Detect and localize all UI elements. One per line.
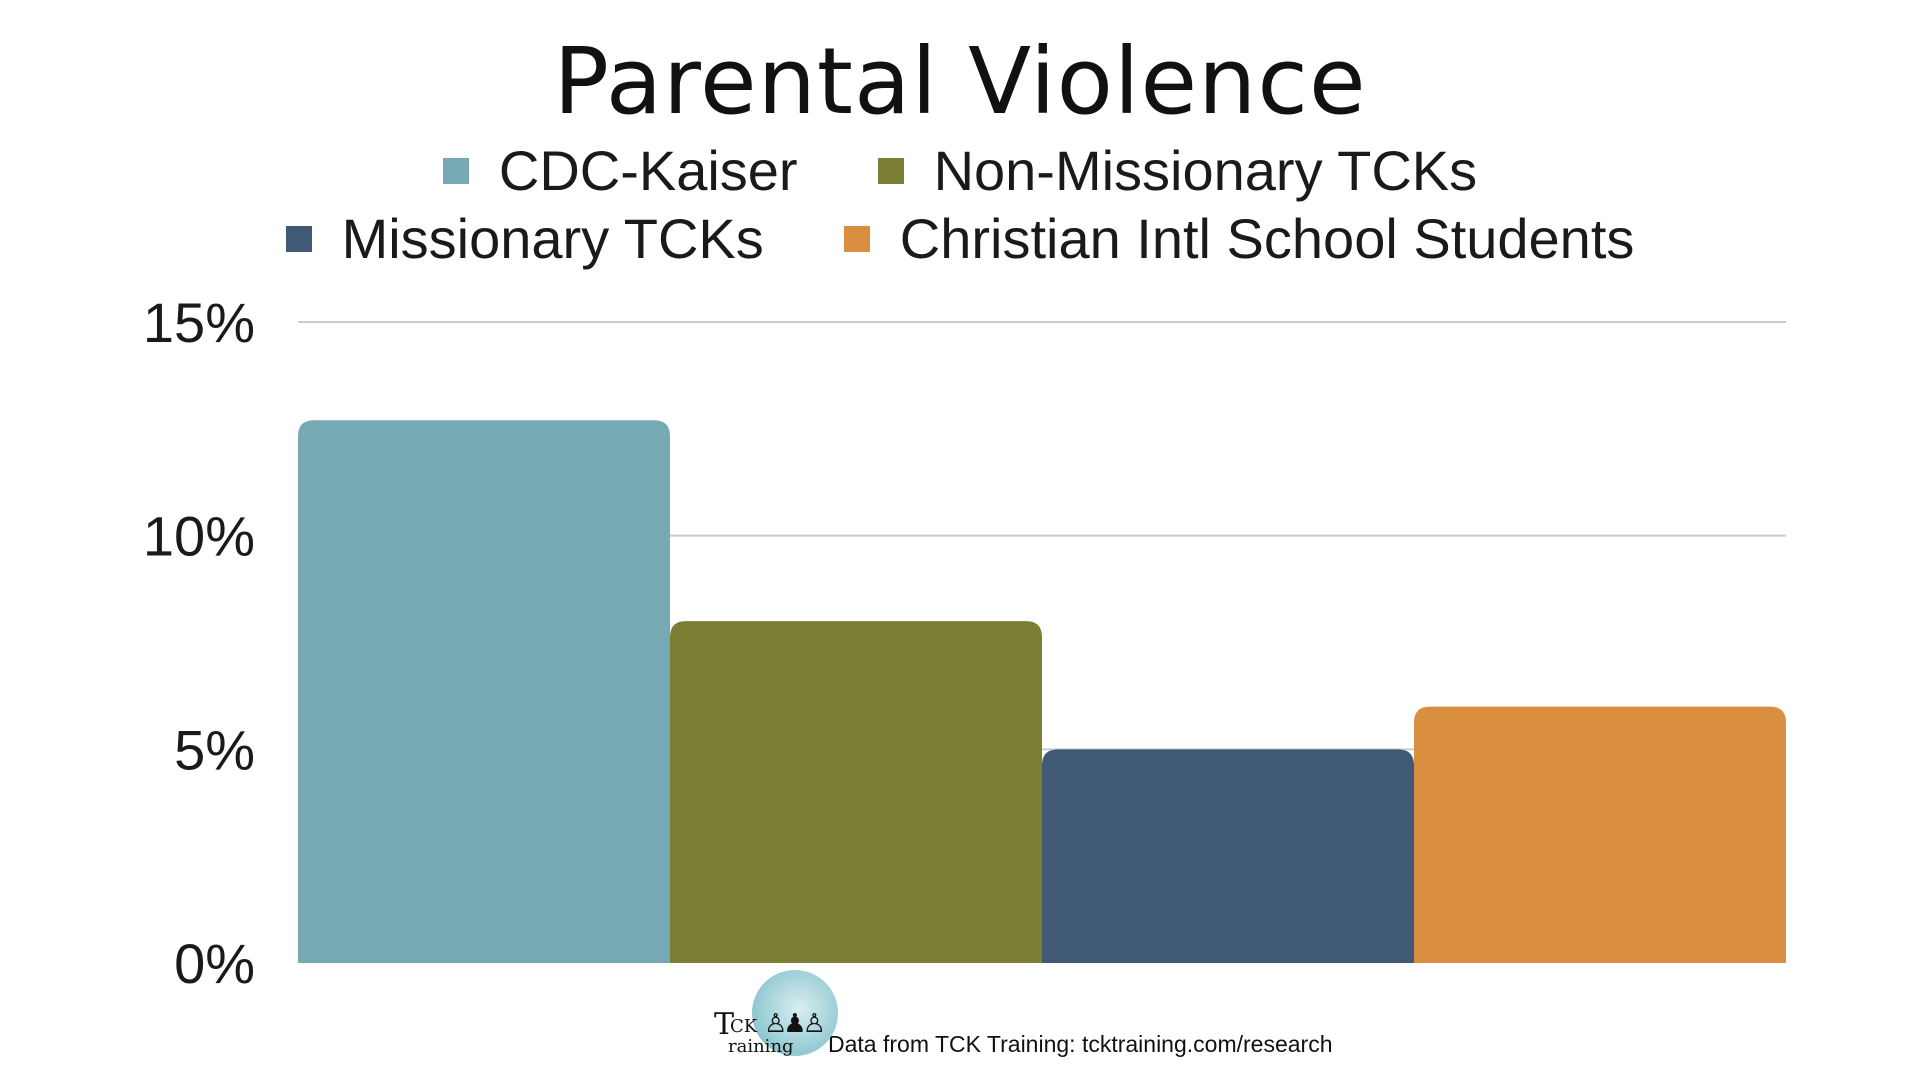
source-credit: Data from TCK Training: tcktraining.com/…	[828, 1031, 1333, 1057]
legend-item-christian-intl-school-students: Christian Intl School Students	[843, 206, 1635, 271]
y-tick-label-10: 10%	[143, 505, 255, 568]
legend-label-non-missionary-tcks: Non-Missionary TCKs	[933, 139, 1478, 202]
footer: ♙♟♙ T CK raining Data from TCK Training:…	[714, 970, 1332, 1062]
legend-swatch-non-missionary-tcks	[877, 157, 904, 184]
logo-wordmark: T CK raining	[714, 1007, 794, 1057]
legend-label-cdc-kaiser: CDC-Kaiser	[498, 139, 798, 202]
y-tick-label-5: 5%	[174, 718, 255, 781]
legend-row-2: Missionary TCKs Christian Intl School St…	[0, 206, 1920, 271]
bar-cdc-kaiser	[298, 420, 670, 964]
legend-item-cdc-kaiser: CDC-Kaiser	[442, 138, 798, 203]
legend-swatch-christian-intl-school-students	[843, 225, 870, 252]
legend-label-missionary-tcks: Missionary TCKs	[341, 207, 764, 270]
chart-title: Parental Violence	[553, 28, 1367, 135]
legend-item-non-missionary-tcks: Non-Missionary TCKs	[877, 138, 1478, 203]
bar-non-missionary-tcks	[670, 621, 1042, 963]
legend-item-missionary-tcks: Missionary TCKs	[285, 206, 764, 271]
bar-missionary-tcks	[1042, 749, 1414, 963]
tck-training-logo: ♙♟♙ T CK raining	[714, 970, 838, 1062]
legend-swatch-cdc-kaiser	[442, 157, 469, 184]
logo-circle	[752, 970, 838, 1056]
y-tick-label-15: 15%	[143, 291, 255, 354]
y-tick-label-0: 0%	[174, 932, 255, 995]
legend-label-christian-intl-school-students: Christian Intl School Students	[899, 207, 1635, 270]
legend-swatch-missionary-tcks	[285, 225, 312, 252]
bar-christian-intl-school-students	[1414, 706, 1786, 963]
legend-row-1: CDC-Kaiser Non-Missionary TCKs	[0, 138, 1920, 203]
family-silhouette-icon: ♙♟♙	[764, 1008, 826, 1038]
